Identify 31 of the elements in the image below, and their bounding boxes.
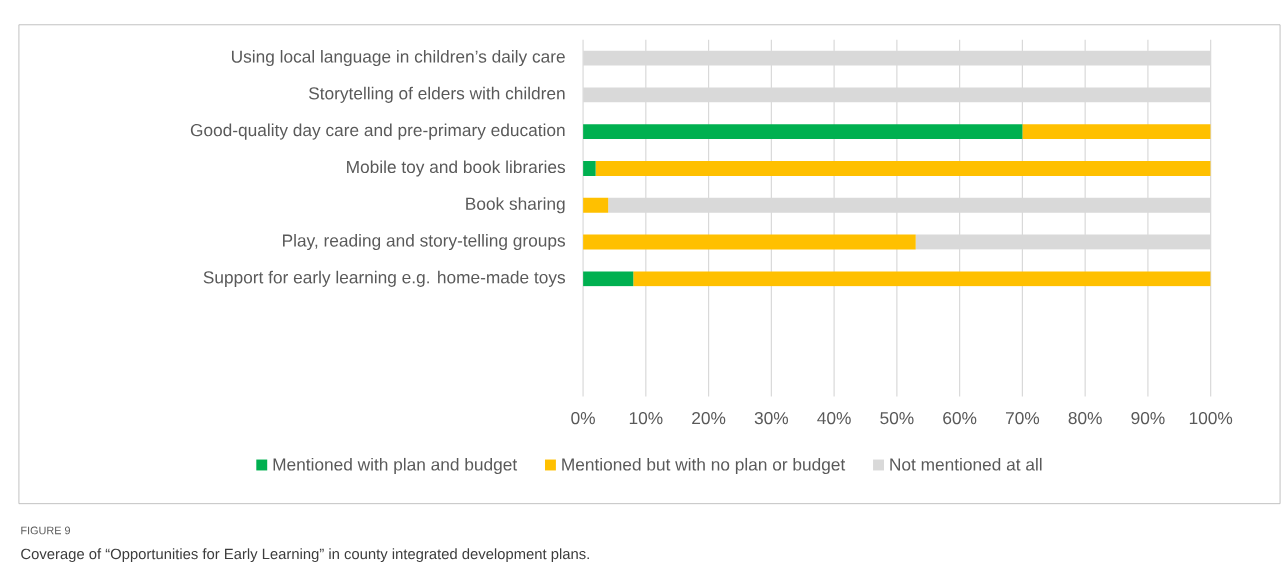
text: Coverage of “Opportunities for Early Learning” in county integrated development plans. — [21, 548, 589, 563]
y-tick-label: Book sharing — [466, 197, 565, 214]
caption: FIGURE 9 — [21, 526, 71, 535]
bar — [583, 161, 596, 176]
x-tick-label: 50% — [880, 411, 914, 425]
legend-label: Mentioned but with no plan or budget — [562, 457, 846, 475]
legend-label: Not mentioned at all — [890, 457, 1042, 471]
x-tick-label: 90% — [1131, 411, 1165, 425]
y-tick-label: Using local language in children’s daily care — [231, 49, 565, 67]
x-tick-label: 0% — [571, 411, 595, 425]
x-tick-label: 60% — [943, 411, 977, 425]
bar — [595, 161, 1211, 176]
y-tick-label: Play, reading and story-telling groups — [283, 233, 566, 251]
bar — [583, 271, 634, 287]
y-tick-label: Good-quality day care and pre-primary education — [190, 123, 565, 140]
y-tick-label: Support for early learning e.g. home-made toys — [203, 270, 566, 287]
bar — [583, 124, 1023, 140]
bar — [583, 197, 609, 213]
x-tick-label: 10% — [629, 411, 663, 425]
bar — [583, 234, 916, 250]
y-tick-label: Mobile toy and book libraries — [347, 160, 566, 177]
y-tick-label: Storytelling of elders with children — [308, 86, 565, 103]
x-tick-label: 70% — [1005, 411, 1040, 425]
bar — [633, 271, 1211, 287]
x-tick-label: 80% — [1068, 411, 1102, 425]
x-tick-label: 40% — [817, 411, 851, 425]
x-tick-label: 30% — [754, 411, 789, 425]
x-tick-label: 20% — [692, 411, 726, 425]
x-tick-label: 100% — [1189, 411, 1233, 425]
bar — [1022, 124, 1211, 140]
legend-label: Mentioned with plan and budget — [273, 457, 518, 475]
